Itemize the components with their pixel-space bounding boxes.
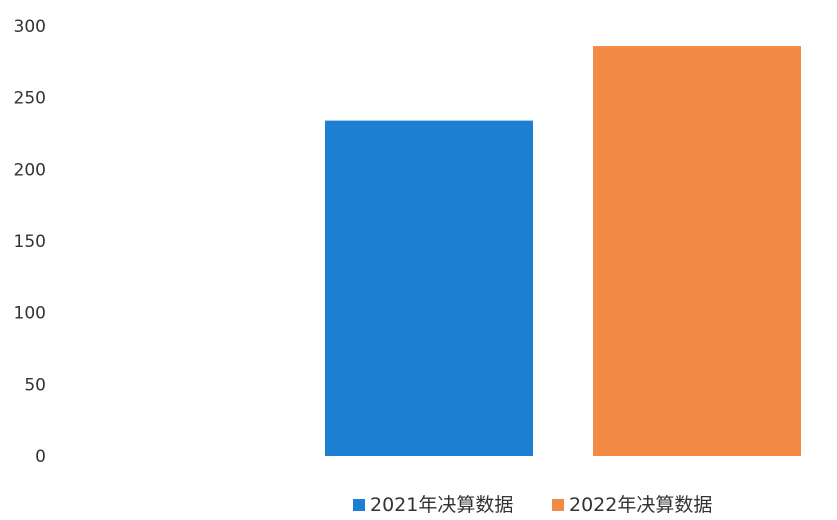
y-tick-label: 0 — [35, 447, 46, 467]
bar-2021 — [325, 120, 533, 456]
y-tick-label: 150 — [14, 232, 46, 252]
y-tick-label: 100 — [14, 304, 46, 324]
y-tick-label: 300 — [14, 17, 46, 37]
y-axis: 0 50 100 150 200 250 300 — [14, 17, 46, 467]
legend-swatch — [552, 499, 564, 511]
y-tick-label: 200 — [14, 160, 46, 180]
legend-label: 2021年决算数据 — [370, 494, 513, 516]
bars — [325, 46, 801, 457]
bar-2022 — [593, 46, 801, 457]
y-tick-label: 50 — [24, 375, 46, 395]
legend-label: 2022年决算数据 — [569, 494, 712, 516]
legend-swatch — [353, 499, 365, 511]
y-tick-label: 250 — [14, 89, 46, 109]
legend: 2021年决算数据 2022年决算数据 — [353, 494, 712, 516]
